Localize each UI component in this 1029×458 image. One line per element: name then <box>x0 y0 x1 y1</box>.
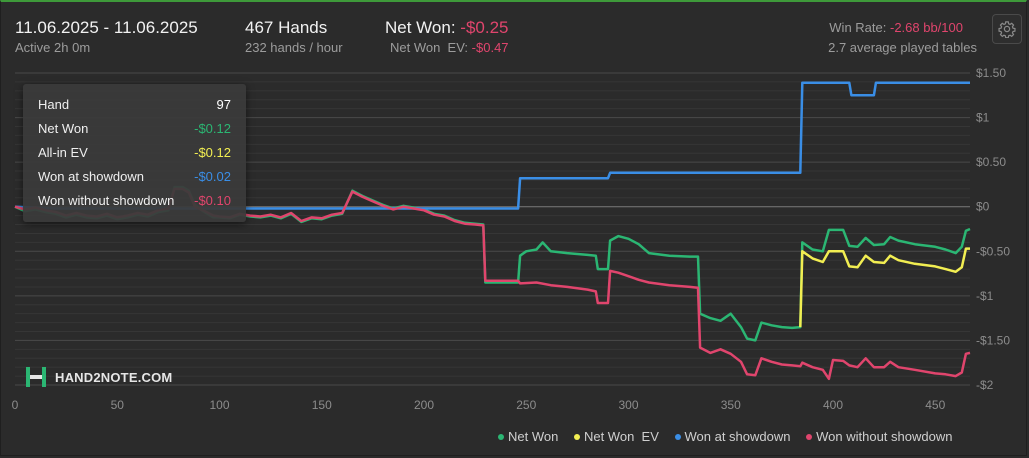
settings-button[interactable] <box>992 14 1022 44</box>
x-tick-label: 100 <box>209 398 229 412</box>
win-rate-label: Win Rate: <box>829 20 887 35</box>
x-axis-ticks: 0 50 100 150 200 250 300 350 400 450 <box>12 398 946 412</box>
hand2note-logo: HAND2NOTE.COM <box>25 366 172 388</box>
legend-swatch <box>806 433 813 440</box>
active-time: Active 2h 0m <box>15 40 91 55</box>
net-won-ev-label: Net Won EV: <box>390 40 469 55</box>
legend-label: Net Won <box>508 429 559 444</box>
y-tick-label: -$1 <box>976 289 994 303</box>
tooltip-won-at-showdown-value: -$0.02 <box>194 169 231 184</box>
y-tick-label: $0 <box>976 200 990 214</box>
x-tick-label: 250 <box>516 398 536 412</box>
tooltip-net-won-value: -$0.12 <box>194 121 231 136</box>
tooltip-allin-ev-value: -$0.12 <box>194 145 231 160</box>
legend-swatch <box>573 433 580 440</box>
y-tick-label: -$0.50 <box>976 244 1010 258</box>
x-tick-label: 50 <box>111 398 125 412</box>
x-tick-label: 350 <box>721 398 741 412</box>
y-tick-label: $0.50 <box>976 155 1006 169</box>
tooltip-row-net-won: Net Won -$0.12 <box>38 121 231 141</box>
y-tick-label: -$1.50 <box>976 333 1010 347</box>
tooltip-hand-label: Hand <box>38 97 70 112</box>
legend-label: Won without showdown <box>816 429 953 444</box>
y-tick-label: -$2 <box>976 378 994 392</box>
tooltip-row-allin-ev: All-in EV -$0.12 <box>38 145 231 165</box>
legend-item-won-without-showdown[interactable]: Won without showdown <box>806 429 952 444</box>
hands-per-hour: 232 hands / hour <box>245 40 343 55</box>
legend-item-won-at-showdown[interactable]: Won at showdown <box>674 429 791 444</box>
y-axis-ticks: $1.50 $1 $0.50 $0 -$0.50 -$1 -$1.50 -$2 <box>976 66 1010 392</box>
tooltip-row-won-at-showdown: Won at showdown -$0.02 <box>38 169 231 189</box>
win-rate-value: -2.68 bb/100 <box>889 20 963 35</box>
series-line-won-at-showdown[interactable] <box>14 81 970 210</box>
legend-item-net-won[interactable]: Net Won <box>498 429 558 444</box>
series-line-net-won-ev[interactable] <box>799 247 970 328</box>
tooltip-row-hand: Hand 97 <box>38 97 231 117</box>
net-won-value: -$0.25 <box>460 18 509 37</box>
y-tick-label: $1.50 <box>976 66 1006 80</box>
legend-label: Net Won EV <box>583 429 659 444</box>
win-rate: Win Rate: -2.68 bb/100 <box>829 20 963 35</box>
chart-grid <box>15 72 970 386</box>
tooltip-hand-value: 97 <box>216 97 231 112</box>
hands-total: 467 Hands <box>245 18 328 37</box>
tooltip-row-won-without-showdown: Won without showdown -$0.10 <box>38 193 231 213</box>
x-tick-label: 0 <box>12 398 19 412</box>
tooltip-won-at-showdown-label: Won at showdown <box>38 169 144 184</box>
legend-label: Won at showdown <box>684 429 791 444</box>
legend-swatch <box>498 433 504 440</box>
y-tick-label: $1 <box>976 111 990 125</box>
tooltip-net-won-label: Net Won <box>38 121 89 136</box>
x-tick-label: 400 <box>823 398 843 412</box>
average-tables: 2.7 average played tables <box>828 40 977 55</box>
net-won-summary: Net Won: -$0.25 <box>385 18 509 38</box>
chart-legend: Net Won Net Won EV Won at showdown Won w… <box>498 429 952 444</box>
x-tick-label: 300 <box>618 398 638 412</box>
hand2note-logo-icon <box>26 367 46 387</box>
net-won-ev-summary: Net Won EV: -$0.47 <box>390 40 509 55</box>
tooltip-allin-ev-label: All-in EV <box>38 145 88 160</box>
hand2note-logo-text: HAND2NOTE.COM <box>55 369 173 385</box>
date-range[interactable]: 11.06.2025 - 11.06.2025 <box>15 18 198 37</box>
net-won-ev-value: -$0.47 <box>471 40 509 55</box>
tooltip-won-without-showdown-label: Won without showdown <box>38 193 175 208</box>
net-won-label: Net Won: <box>385 18 456 37</box>
tooltip-won-without-showdown-value: -$0.10 <box>194 193 231 208</box>
x-tick-label: 200 <box>414 398 434 412</box>
x-tick-label: 150 <box>312 398 332 412</box>
chart-tooltip: Hand 97 Net Won -$0.12 All-in EV -$0.12 … <box>23 84 246 222</box>
x-tick-label: 450 <box>925 398 945 412</box>
legend-swatch <box>674 433 681 440</box>
legend-item-net-won-ev[interactable]: Net Won EV <box>573 429 659 444</box>
gear-icon <box>998 21 1016 38</box>
